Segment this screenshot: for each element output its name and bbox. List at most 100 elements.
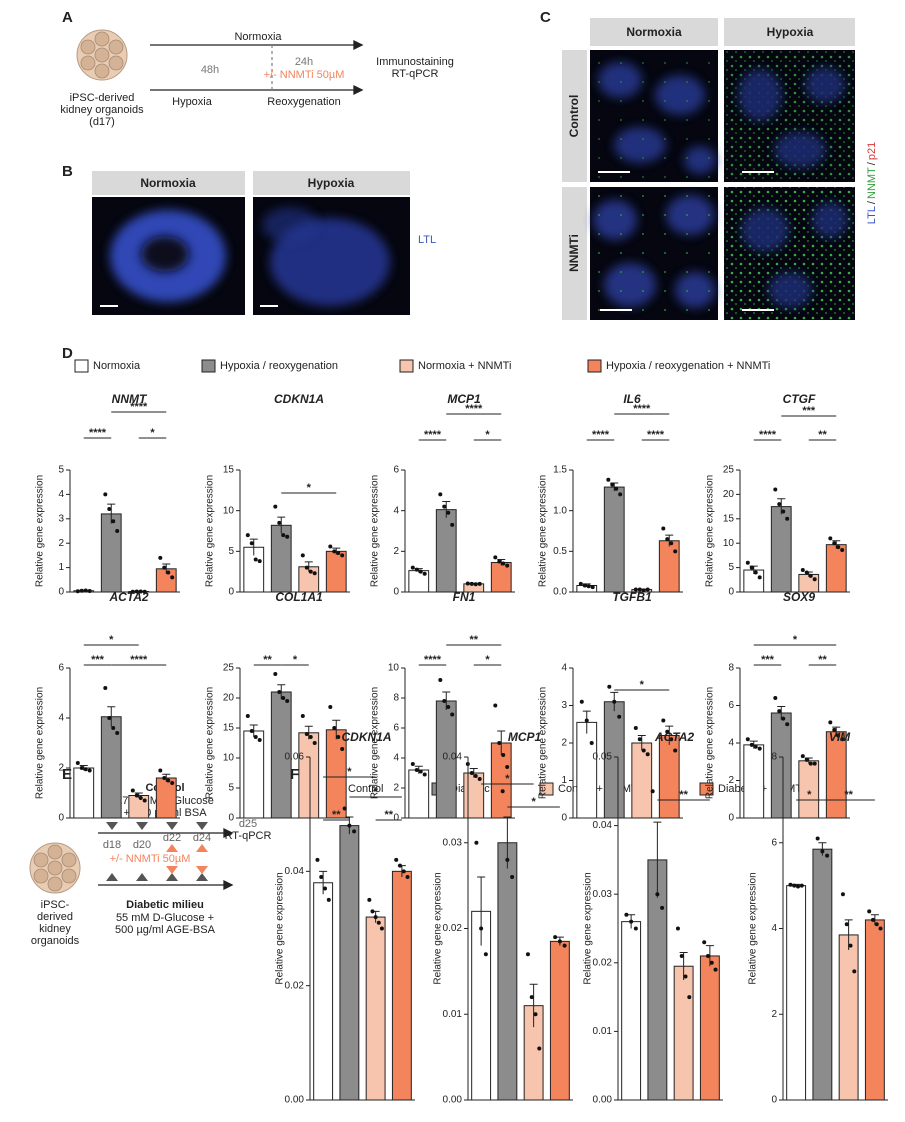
organoid-icon bbox=[77, 30, 127, 80]
y-tick-label: 5 bbox=[728, 562, 734, 573]
significance-label: *** bbox=[761, 654, 775, 666]
data-point bbox=[501, 753, 505, 757]
data-point bbox=[76, 761, 80, 765]
y-tick-label: 8 bbox=[728, 663, 734, 674]
data-point bbox=[773, 696, 777, 700]
data-point bbox=[617, 715, 621, 719]
data-point bbox=[710, 961, 714, 965]
data-point bbox=[777, 709, 781, 713]
data-point bbox=[131, 789, 135, 793]
y-tick-label: 0.00 bbox=[593, 1095, 613, 1106]
bar bbox=[326, 551, 346, 592]
data-point bbox=[612, 700, 616, 704]
data-point bbox=[614, 487, 618, 491]
data-point bbox=[879, 927, 883, 931]
stain-separator: / bbox=[866, 200, 878, 204]
data-point bbox=[139, 796, 143, 800]
data-point bbox=[785, 722, 789, 726]
chart-title: MCP1 bbox=[508, 730, 542, 744]
organoid-label: organoids bbox=[31, 935, 80, 947]
significance-label: **** bbox=[89, 427, 107, 439]
condition-label: Reoxygenation bbox=[267, 96, 340, 108]
data-point bbox=[624, 913, 628, 917]
significance-label: *** bbox=[802, 405, 816, 417]
significance-label: * bbox=[373, 786, 378, 798]
y-tick-label: 0 bbox=[393, 813, 399, 824]
organoid-label: iPSC-derived bbox=[70, 92, 135, 104]
y-tick-label: 0 bbox=[728, 587, 734, 598]
day-label: d24 bbox=[193, 832, 211, 844]
column-label: Normoxia bbox=[140, 176, 196, 190]
condition-label: Normoxia bbox=[234, 31, 282, 43]
data-point bbox=[166, 779, 170, 783]
data-point bbox=[845, 922, 849, 926]
significance-label: * bbox=[293, 654, 298, 666]
data-point bbox=[277, 690, 281, 694]
bar bbox=[674, 966, 693, 1100]
data-point bbox=[591, 585, 595, 589]
bar bbox=[299, 733, 319, 818]
day-label: d18 bbox=[103, 839, 121, 851]
y-tick-label: 10 bbox=[223, 753, 235, 764]
significance-label: ** bbox=[384, 809, 393, 821]
data-point bbox=[687, 995, 691, 999]
data-point bbox=[347, 824, 351, 828]
significance-label: ** bbox=[469, 634, 478, 646]
y-tick-label: 0.06 bbox=[285, 752, 305, 763]
bar bbox=[436, 510, 456, 592]
data-point bbox=[103, 492, 107, 496]
duration-label: 24h bbox=[295, 56, 313, 68]
significance-label: * bbox=[531, 796, 536, 808]
data-point bbox=[785, 517, 789, 521]
data-point bbox=[746, 561, 750, 565]
data-point bbox=[816, 836, 820, 840]
data-point bbox=[676, 927, 680, 931]
significance-label: ** bbox=[263, 654, 272, 666]
data-point bbox=[394, 858, 398, 862]
y-tick-label: 0.01 bbox=[443, 1009, 463, 1020]
y-tick-label: 4 bbox=[728, 738, 734, 749]
y-tick-label: 2 bbox=[58, 763, 64, 774]
significance-label: * bbox=[347, 766, 352, 778]
legend-swatch bbox=[75, 360, 88, 372]
bar bbox=[577, 722, 597, 818]
micrograph bbox=[724, 187, 855, 320]
data-point bbox=[438, 678, 442, 682]
data-point bbox=[505, 564, 509, 568]
bar bbox=[659, 736, 679, 819]
significance-label: * bbox=[505, 773, 510, 785]
data-point bbox=[415, 768, 419, 772]
legend-label: Normoxia + NNMTi bbox=[418, 360, 511, 372]
y-tick-label: 0.0 bbox=[553, 587, 567, 598]
data-point bbox=[309, 570, 313, 574]
y-tick-label: 0.01 bbox=[593, 1026, 613, 1037]
data-point bbox=[673, 549, 677, 553]
data-point bbox=[634, 927, 638, 931]
data-point bbox=[367, 898, 371, 902]
data-point bbox=[660, 906, 664, 910]
bar bbox=[700, 956, 719, 1100]
micrograph bbox=[590, 187, 718, 320]
panel-letter: A bbox=[62, 9, 73, 26]
y-tick-label: 0 bbox=[228, 813, 234, 824]
y-axis-label: Relative gene expression bbox=[748, 872, 759, 984]
data-point bbox=[606, 478, 610, 482]
readout-label: RT-qPCR bbox=[225, 830, 272, 842]
column-label: Hypoxia bbox=[308, 176, 355, 190]
data-point bbox=[281, 533, 285, 537]
data-point bbox=[607, 685, 611, 689]
data-point bbox=[669, 541, 673, 545]
data-point bbox=[84, 767, 88, 771]
day-label: d22 bbox=[163, 832, 181, 844]
significance-label: * bbox=[485, 429, 490, 441]
data-point bbox=[618, 492, 622, 496]
data-point bbox=[423, 572, 427, 576]
data-point bbox=[553, 935, 557, 939]
y-tick-label: 2 bbox=[393, 546, 399, 557]
data-point bbox=[285, 535, 289, 539]
y-tick-label: 5 bbox=[228, 783, 234, 794]
data-point bbox=[800, 884, 804, 888]
bar bbox=[839, 935, 858, 1100]
significance-label: * bbox=[807, 789, 812, 801]
